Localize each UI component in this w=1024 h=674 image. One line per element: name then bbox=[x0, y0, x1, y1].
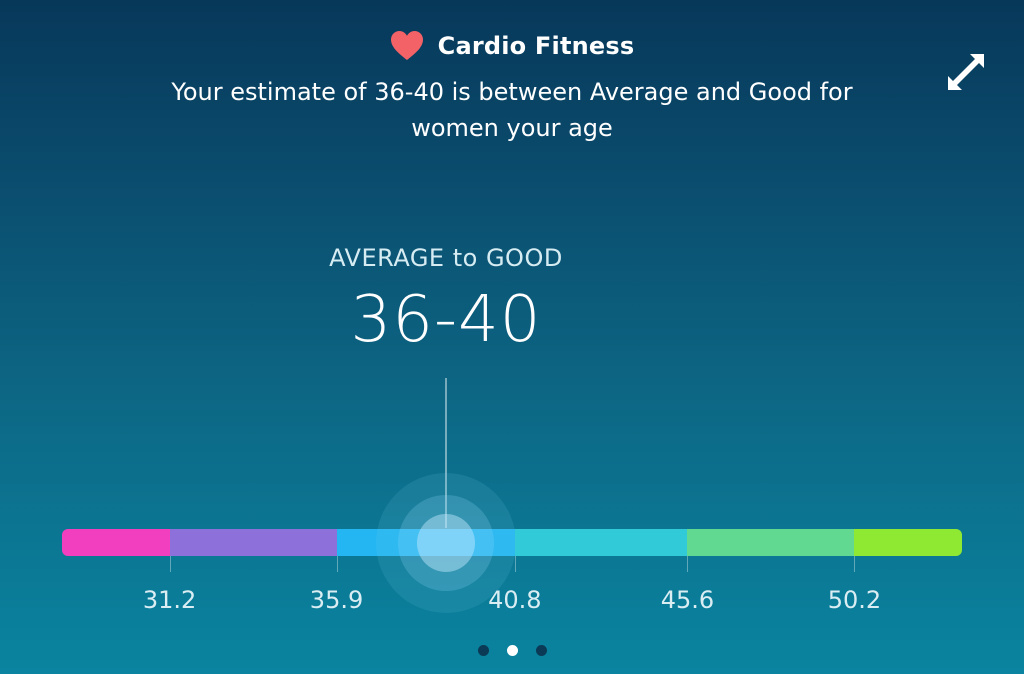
scale-tick bbox=[514, 556, 516, 572]
scale-tick-label: 31.2 bbox=[142, 586, 197, 614]
scale-tick-label: 45.6 bbox=[660, 586, 715, 614]
marker-knob bbox=[417, 514, 475, 572]
scale-tick bbox=[169, 556, 171, 572]
scale-tick bbox=[687, 556, 689, 572]
marker-halo-middle bbox=[398, 495, 494, 591]
scale-segment bbox=[687, 529, 855, 556]
page-dot[interactable] bbox=[535, 645, 547, 656]
scale-segment bbox=[854, 529, 962, 556]
fitness-range-value: 36-40 bbox=[350, 283, 542, 357]
scale-tick bbox=[854, 556, 856, 572]
scale-tick-label: 35.9 bbox=[309, 586, 364, 614]
header: Cardio Fitness Your estimate of 36-40 is… bbox=[0, 0, 1024, 150]
marker-halo-outer bbox=[376, 473, 516, 613]
title-row: Cardio Fitness bbox=[0, 30, 1024, 62]
scale-tick bbox=[336, 556, 338, 572]
expand-icon[interactable] bbox=[944, 50, 988, 94]
scale-segment bbox=[169, 529, 337, 556]
scale-tick-label: 50.2 bbox=[827, 586, 882, 614]
page-dot[interactable] bbox=[477, 645, 489, 656]
marker-pointer-line bbox=[445, 378, 447, 528]
fitness-scale-bar bbox=[62, 529, 962, 556]
page-dot[interactable] bbox=[506, 645, 518, 656]
scale-segment bbox=[336, 529, 515, 556]
fitness-category-label: AVERAGE to GOOD bbox=[329, 244, 563, 272]
scale-tick-label: 40.8 bbox=[488, 586, 542, 614]
page-title: Cardio Fitness bbox=[437, 32, 635, 60]
heart-icon bbox=[390, 31, 423, 60]
scale-segment bbox=[514, 529, 688, 556]
subtitle: Your estimate of 36-40 is between Averag… bbox=[171, 78, 853, 142]
scale-segment bbox=[62, 529, 170, 556]
page-indicator bbox=[0, 645, 1024, 656]
